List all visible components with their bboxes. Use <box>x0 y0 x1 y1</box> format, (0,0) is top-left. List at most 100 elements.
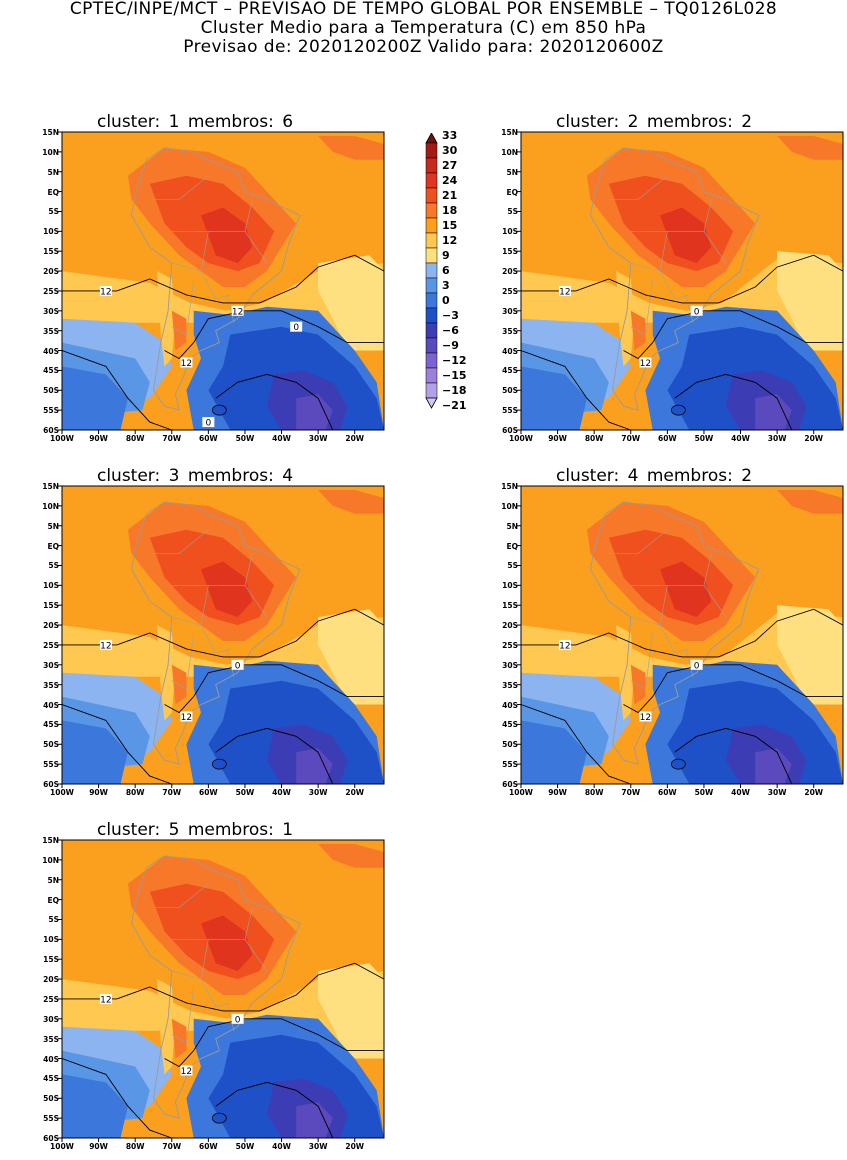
legend-label: −9 <box>442 338 459 352</box>
contour-line <box>62 350 172 430</box>
contour-line <box>62 254 384 304</box>
temperature-band <box>755 394 792 430</box>
lon-label: 40W <box>272 788 291 797</box>
contour-label-bg <box>202 417 215 428</box>
country-border <box>244 907 253 940</box>
lat-label: 10S <box>43 935 59 945</box>
contour-line <box>62 704 172 784</box>
lat-label: 45S <box>43 366 59 376</box>
legend-swatch <box>425 142 438 159</box>
lat-label: 50S <box>43 740 59 750</box>
lat-label: 50S <box>502 386 518 396</box>
legend-swatch <box>425 262 438 279</box>
lon-label: 50W <box>694 434 714 443</box>
legend-label: 18 <box>442 203 458 217</box>
lat-label: 5S <box>507 561 518 571</box>
temperature-band <box>777 490 843 514</box>
lon-label: 80W <box>125 1142 145 1151</box>
header: CPTEC/INPE/MCT – PREVISAO DE TEMPO GLOBA… <box>0 0 847 57</box>
contour-line <box>62 962 384 1012</box>
lon-label: 70W <box>162 434 182 443</box>
legend-swatch <box>425 307 438 324</box>
header-line-2: Cluster Medio para a Temperatura (C) em … <box>200 18 647 38</box>
lat-label: 15S <box>502 601 518 611</box>
lat-label: 10S <box>43 227 59 237</box>
legend-swatch <box>425 292 438 309</box>
lon-label: 40W <box>272 1142 291 1151</box>
lat-label: 15S <box>43 247 59 257</box>
lat-label: 10S <box>502 227 518 237</box>
contour-label: 12 <box>181 1067 192 1077</box>
legend-swatch <box>425 322 438 339</box>
contour-closed <box>211 404 227 416</box>
country-border <box>674 294 690 300</box>
contour-label-bg <box>690 305 703 316</box>
lat-label: EQ <box>506 541 519 551</box>
legend-label: 24 <box>442 173 458 187</box>
country-border <box>630 632 653 690</box>
contour-label-bg <box>99 993 112 1004</box>
legend-label: 6 <box>442 263 450 277</box>
lat-label: 55S <box>43 1114 59 1124</box>
lat-label: 45S <box>502 720 518 730</box>
legend-label: −15 <box>442 368 467 382</box>
lat-label: 10N <box>42 147 59 157</box>
lat-label: 60S <box>43 1134 59 1143</box>
contour-label: 0 <box>235 1015 241 1025</box>
lat-label: 5S <box>48 207 59 217</box>
legend-label: −6 <box>442 323 459 337</box>
temperature-band <box>318 136 384 160</box>
legend-top-arrow <box>425 133 438 144</box>
legend-swatch <box>425 367 438 384</box>
contour-label-bg <box>290 321 303 332</box>
lat-label: 30S <box>43 1014 59 1024</box>
temperature-band <box>62 1074 128 1138</box>
lon-label: 90W <box>548 434 567 443</box>
panel-title: cluster: 3 membros: 4 <box>96 466 294 486</box>
lon-label: 80W <box>584 434 604 443</box>
coastline <box>590 501 760 765</box>
country-border <box>703 553 712 586</box>
lat-label: EQ <box>47 895 60 905</box>
lat-label: 25S <box>43 640 59 650</box>
contour-label: 0 <box>694 307 700 317</box>
legend-swatch <box>425 202 438 219</box>
map-plot: 12 12 0 <box>517 485 844 788</box>
temperature-band <box>318 844 384 868</box>
legend-swatch <box>425 382 438 399</box>
country-border <box>226 294 235 323</box>
lat-label: 60S <box>502 780 518 789</box>
lon-label: 20W <box>345 434 365 443</box>
legend-swatch <box>425 172 438 189</box>
color-legend: 33 30 27 24 21 18 15 12 9 6 3 0 −3 −6 −9 −12 −15 −18 −21 <box>422 129 482 445</box>
temperature-band <box>521 720 587 784</box>
contour-line <box>521 704 631 784</box>
lat-label: 40S <box>43 700 59 710</box>
contour-line <box>215 727 334 784</box>
legend-label: −12 <box>442 353 467 367</box>
lat-label: 10S <box>43 581 59 591</box>
contour-label: 12 <box>181 359 192 369</box>
lat-label: 50S <box>43 1094 59 1104</box>
lat-label: 25S <box>502 640 518 650</box>
map-plot: 12 12 0 <box>58 839 385 1142</box>
lon-label: 30W <box>767 788 787 797</box>
lat-label: 20S <box>43 267 59 277</box>
lat-label: 30S <box>502 306 518 316</box>
country-border <box>149 529 209 554</box>
contour-closed <box>670 404 686 416</box>
contour-label: 12 <box>640 713 651 723</box>
map-plot: 12 12 12 0 0 <box>58 131 385 434</box>
header-line-1: CPTEC/INPE/MCT – PREVISAO DE TEMPO GLOBA… <box>69 0 778 19</box>
temperature-band <box>62 366 128 430</box>
temperature-band <box>318 490 384 514</box>
contour-label-bg <box>231 1013 244 1024</box>
lat-label: 55S <box>43 760 59 770</box>
country-border <box>149 883 209 908</box>
lon-label: 70W <box>162 788 182 797</box>
legend-label: −21 <box>442 398 467 412</box>
temperature-band <box>755 748 792 784</box>
lat-label: 10N <box>42 855 59 865</box>
lon-label: 20W <box>804 788 824 797</box>
country-border <box>244 553 253 586</box>
